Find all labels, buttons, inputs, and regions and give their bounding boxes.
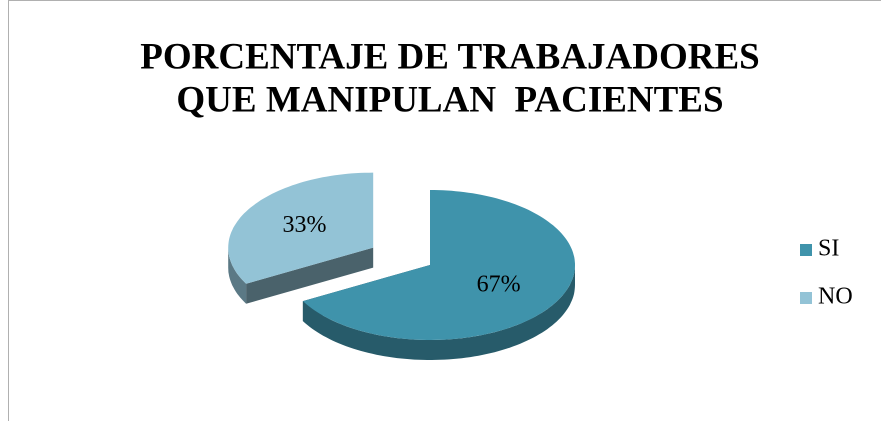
slice-side [228,247,247,304]
legend-label: SI [818,236,839,262]
chart-title: PORCENTAJE DE TRABAJADORES [140,36,760,77]
legend-label: NO [818,284,853,310]
data-label: 67% [477,272,521,298]
data-label: 33% [283,212,327,238]
legend-swatch [800,244,812,256]
slice-side [302,265,575,360]
slice-cut-face [246,247,374,304]
legend-swatch [800,292,812,304]
slice [302,190,575,340]
chart-title: QUE MANIPULAN PACIENTES [176,79,723,120]
slice [228,172,374,284]
